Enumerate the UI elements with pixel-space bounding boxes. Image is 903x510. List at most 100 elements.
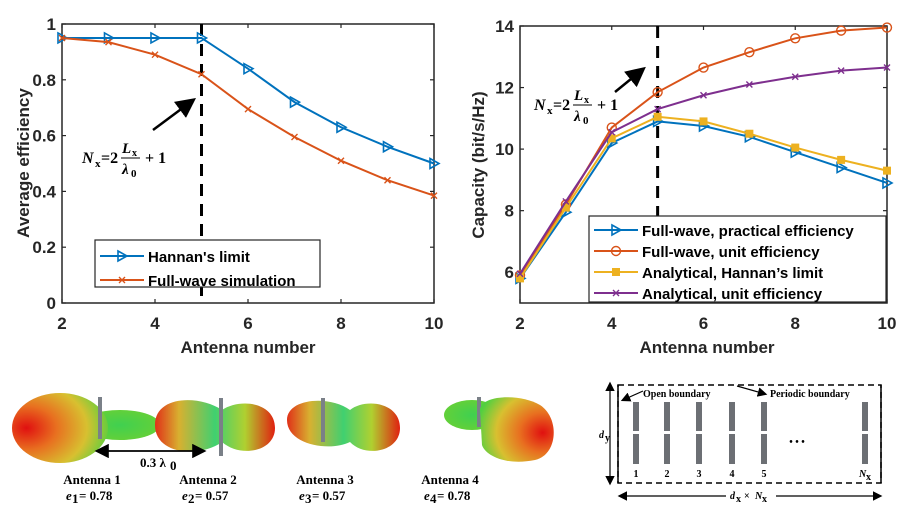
data-point (516, 274, 524, 283)
pattern-antenna-3 (287, 398, 400, 451)
dipole-arm-top (729, 402, 735, 431)
series-line-0 (519, 120, 888, 279)
efficiency-value: = 0.57 (312, 488, 346, 503)
spacing-sub: 0 (170, 458, 177, 473)
data-point (700, 91, 707, 99)
element-index: 3 (697, 469, 702, 480)
x-tick-label: 10 (878, 314, 897, 333)
y-axis-label: Average efficiency (14, 88, 33, 238)
efficiency-sub: 1 (72, 491, 79, 506)
data-point (608, 128, 616, 136)
x-axis-label: Antenna number (180, 338, 315, 357)
data-point (654, 105, 662, 113)
formula-num: L (573, 88, 583, 104)
data-point (243, 62, 255, 75)
x-tick-label: 2 (57, 314, 66, 333)
efficiency-sub: 3 (305, 491, 312, 506)
dipole-arm-bottom (761, 434, 767, 464)
data-point (196, 31, 209, 45)
data-point (837, 67, 845, 75)
legend-marker (117, 249, 129, 263)
data-point (382, 140, 395, 154)
dipole-arm-bottom (862, 434, 868, 464)
data-point (105, 38, 112, 46)
antenna-name: Antenna 3 (296, 472, 354, 487)
x-tick-label: 6 (699, 314, 708, 333)
data-point (836, 161, 848, 174)
legend-marker (612, 289, 620, 297)
dipole-arm-top (696, 402, 702, 431)
formula-n-sub: x (547, 105, 553, 117)
legend-label: Full-wave, unit efficiency (642, 244, 820, 261)
y-axis-label: Capacity (bit/s/Hz) (469, 91, 488, 238)
annotation-formula: N x =2 L x λ 0 + 1 (533, 88, 618, 127)
data-point (103, 31, 116, 45)
efficiency-symbol: e (424, 488, 430, 503)
efficiency-symbol: e (182, 488, 188, 503)
formula-den: λ (573, 109, 581, 125)
width-label-dsub: x (736, 494, 741, 505)
periodic-boundary-label: Periodic boundary (770, 389, 850, 400)
periodic-boundary-arrow (736, 385, 768, 397)
formula-eq: =2 (553, 97, 570, 114)
data-point (883, 64, 891, 72)
width-label-nsub: x (762, 494, 767, 505)
y-tick-label: 0.8 (32, 71, 56, 90)
data-point (337, 157, 345, 165)
y-tick-label: 0.6 (32, 127, 56, 146)
data-point (790, 33, 801, 44)
x-axis-label: Antenna number (639, 338, 774, 357)
dipole-arm-top (862, 402, 868, 431)
antenna-efficiency: e 3 = 0.57 (299, 488, 346, 506)
dipole-arm-bottom (664, 434, 670, 464)
data-point (652, 86, 663, 98)
y-tick-label: 14 (495, 17, 514, 36)
data-point (384, 176, 391, 184)
efficiency-chart: 2 4 6 8 10 0 0.2 0.4 0.6 0.8 1 Antenna number Aver… (14, 15, 443, 357)
dipole-arm-top (664, 402, 670, 431)
data-point (151, 51, 159, 59)
formula-num-sub: x (132, 148, 137, 159)
y-tick-label: 12 (495, 79, 514, 98)
annotation-arrow (614, 66, 646, 93)
legend-label: Analytical, unit efficiency (642, 286, 823, 303)
annotation-formula: N x =2 L x λ 0 + 1 (81, 141, 166, 180)
element-index-last: N (858, 469, 867, 480)
element-index: 2 (665, 469, 670, 480)
pattern-antenna-1 (12, 393, 160, 463)
efficiency-value: = 0.57 (195, 488, 229, 503)
formula-tail: + 1 (145, 150, 166, 167)
dy-sub: y (605, 433, 610, 444)
data-point (198, 70, 205, 78)
dipole-arm-bottom (633, 434, 639, 464)
formula-num-sub: x (584, 95, 589, 106)
spacing-label: 0.3 λ (140, 455, 167, 470)
efficiency-symbol: e (66, 488, 72, 503)
efficiency-sub: 4 (430, 491, 437, 506)
formula-tail: + 1 (597, 97, 618, 114)
data-point (745, 129, 754, 138)
x-tick-label: 4 (607, 314, 617, 333)
x-tick-label: 8 (336, 314, 345, 333)
formula-eq: =2 (101, 150, 118, 167)
data-point (699, 117, 708, 126)
element-index-last-sub: x (866, 472, 871, 483)
y-tick-label: 0.2 (32, 238, 56, 257)
data-point (516, 270, 524, 278)
y-tick-label: 6 (505, 263, 514, 282)
legend-label: Full-wave simulation (148, 273, 296, 290)
width-label-d: d (730, 491, 736, 502)
y-tick-label: 0 (47, 294, 56, 313)
capacity-chart: 2 4 6 8 10 6 8 10 12 14 Antenna number Capacity (… (469, 17, 896, 357)
element-index: 5 (762, 469, 767, 480)
formula-num: L (121, 141, 131, 157)
legend-marker (610, 245, 622, 257)
legend-label: Analytical, Hannan’s limit (642, 265, 823, 282)
legend-marker (612, 268, 620, 276)
antenna-efficiency: e 4 = 0.78 (424, 488, 471, 506)
dipole-arm-bottom (729, 434, 735, 464)
data-point (744, 46, 755, 58)
formula-den-sub: 0 (131, 168, 137, 180)
open-boundary-arrow (620, 390, 644, 402)
data-point (698, 62, 709, 73)
